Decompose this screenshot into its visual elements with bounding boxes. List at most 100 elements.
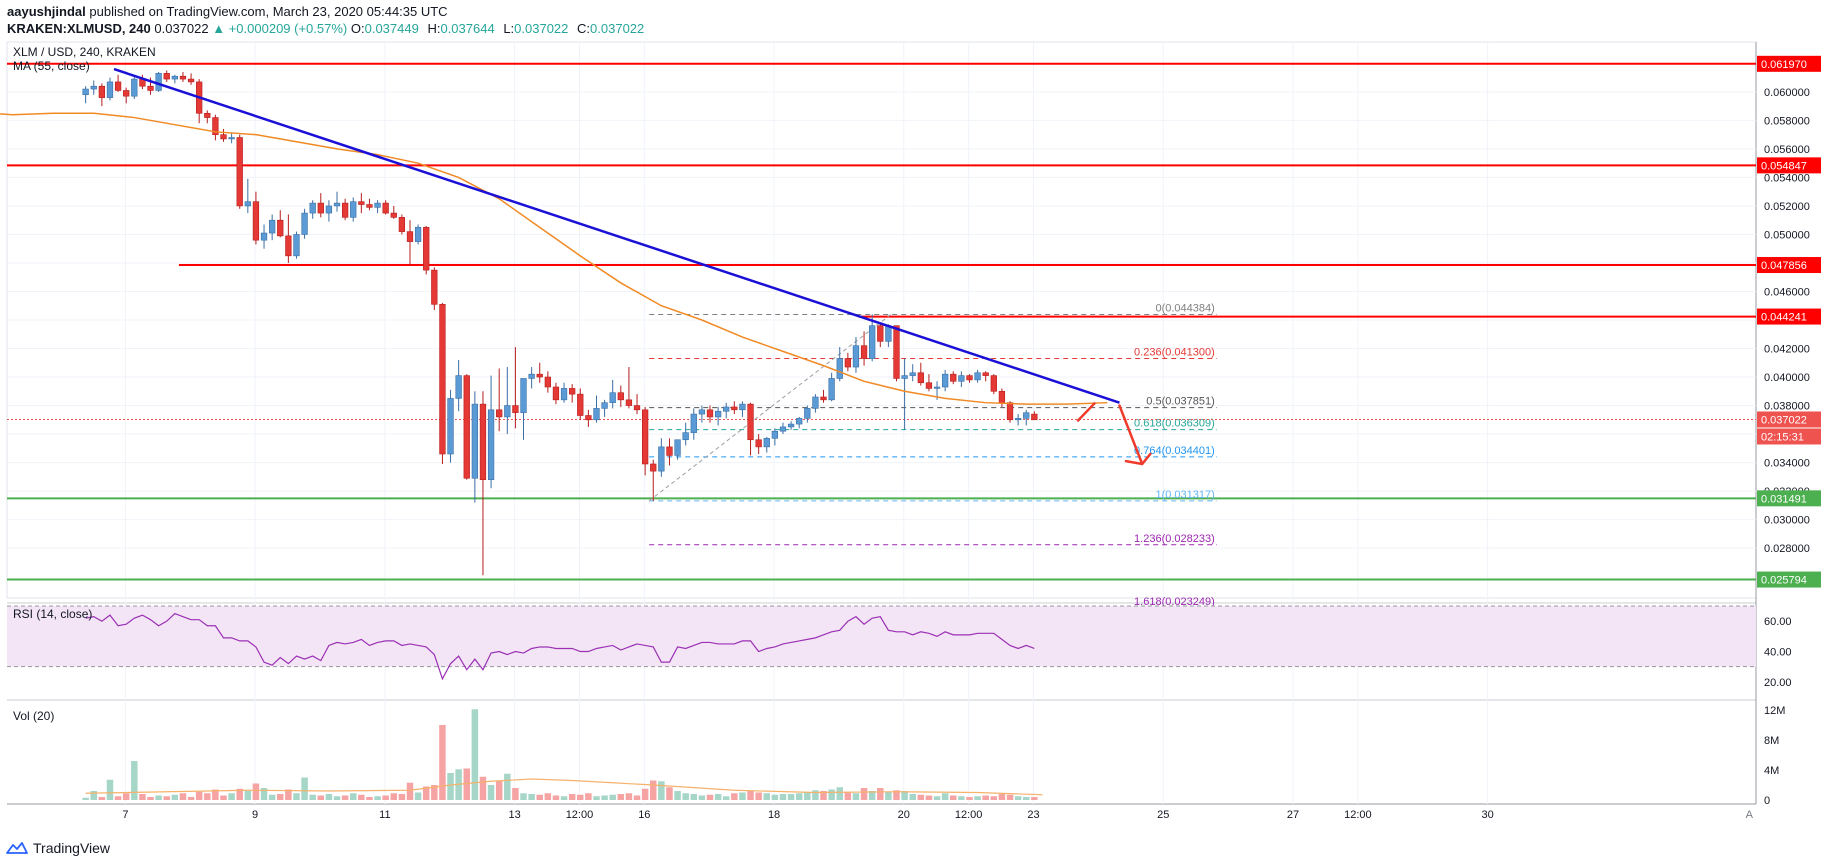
x-tick-label: 12:00	[1344, 809, 1372, 821]
grid	[7, 42, 1756, 804]
candle-body	[106, 81, 114, 98]
candle-body	[577, 393, 584, 416]
candle-body	[228, 137, 235, 140]
price-label-badge	[1757, 571, 1821, 588]
volume-bar	[277, 794, 284, 800]
volume-bar	[860, 788, 868, 800]
candle-body	[1014, 418, 1022, 421]
candle-body	[204, 112, 211, 118]
candle-body	[325, 205, 333, 214]
y-tick-label: 0.050000	[1764, 229, 1810, 241]
candle-body	[812, 396, 819, 409]
candle-body	[536, 373, 543, 378]
volume-bar	[650, 780, 657, 800]
candle-body	[1031, 413, 1038, 421]
volume-bar	[933, 796, 941, 800]
volume-bar	[771, 794, 779, 800]
volume-bar	[171, 794, 179, 800]
volume-bar	[228, 793, 235, 800]
candle-body	[909, 372, 916, 376]
volume-bar	[544, 793, 552, 800]
volume-bar	[950, 795, 957, 800]
candle-body	[771, 430, 779, 439]
x-tick-label: 30	[1481, 809, 1493, 821]
volume-bar	[779, 794, 787, 800]
candle-body	[163, 73, 170, 80]
countdown-label: 02:15:31	[1761, 431, 1804, 443]
volume-bar	[617, 794, 625, 800]
volume-bar	[804, 792, 811, 800]
candle-body	[682, 432, 689, 441]
candle-body	[463, 375, 470, 479]
candle-body	[496, 409, 503, 418]
author-name[interactable]: aayushjindal	[7, 4, 86, 19]
volume-bar	[382, 795, 389, 800]
footer-brand[interactable]: TradingView	[6, 840, 110, 856]
rsi-band	[7, 606, 1756, 667]
candle-body	[447, 398, 454, 455]
price-label: 0.044241	[1761, 312, 1807, 324]
volume-bar	[349, 793, 357, 800]
volume-bar	[236, 788, 243, 800]
candle-body	[666, 446, 673, 456]
volume-bar	[609, 794, 616, 800]
volume-bar	[593, 796, 600, 800]
last-price-badge	[1757, 411, 1821, 428]
y-tick-label: 0.052000	[1764, 201, 1810, 213]
candle-body	[431, 269, 438, 305]
volume-bar	[244, 791, 252, 800]
volume-bar	[763, 793, 771, 800]
fib-level-label: 0(0.044384)	[1155, 303, 1214, 315]
price-change: ▲ +0.000209 (+0.57%)	[212, 21, 348, 36]
volume-bar	[187, 797, 195, 800]
volume-bar	[463, 768, 470, 800]
rsi-legend: RSI (14, close)	[13, 607, 92, 621]
volume-bar	[812, 790, 819, 800]
volume-bar	[260, 788, 268, 800]
volume-bar	[877, 788, 884, 800]
volume-bars	[82, 709, 1038, 800]
candle-body	[244, 201, 251, 207]
candle-body	[98, 85, 106, 98]
candle-body	[779, 426, 787, 432]
ma-legend: MA (55, close)	[13, 59, 90, 73]
symbol-label: KRAKEN:XLMUSD, 240	[7, 21, 151, 36]
volume-bar	[309, 794, 316, 800]
candle-body	[560, 388, 568, 401]
candle-body	[860, 345, 868, 359]
candle-body	[893, 325, 900, 379]
volume-bar	[204, 793, 211, 800]
candle-body	[358, 201, 365, 205]
candle-body	[309, 202, 316, 214]
candle-body	[974, 372, 981, 381]
candle-body	[455, 375, 462, 399]
candle-body	[787, 423, 795, 428]
volume-tick-label: 12M	[1764, 705, 1785, 717]
volume-bar	[1006, 794, 1014, 800]
volume-bar	[374, 796, 381, 800]
candle-body	[544, 376, 551, 388]
volume-bar	[674, 791, 681, 800]
volume-bar	[439, 725, 446, 800]
rsi-tick-label: 60.00	[1764, 616, 1792, 628]
volume-bar	[852, 793, 860, 800]
volume-bar	[487, 785, 495, 800]
candle-body	[690, 413, 697, 433]
volume-bar	[301, 777, 308, 800]
volume-bar	[528, 794, 535, 800]
symbol-info-row: KRAKEN:XLMUSD, 240 0.037022 ▲ +0.000209 …	[7, 21, 649, 37]
open-value: 0.037449	[364, 21, 419, 36]
volume-bar	[982, 795, 989, 800]
volume-bar	[512, 788, 519, 800]
volume-bar	[195, 791, 203, 800]
candle-body	[617, 392, 624, 401]
candle-body	[277, 219, 284, 237]
x-tick-label: 7	[122, 809, 128, 821]
trendline	[113, 67, 1120, 404]
candle-body	[301, 212, 308, 235]
volume-bar	[447, 773, 454, 800]
candle-body	[471, 403, 478, 479]
candle-body	[585, 415, 592, 421]
volume-bar	[568, 794, 576, 800]
